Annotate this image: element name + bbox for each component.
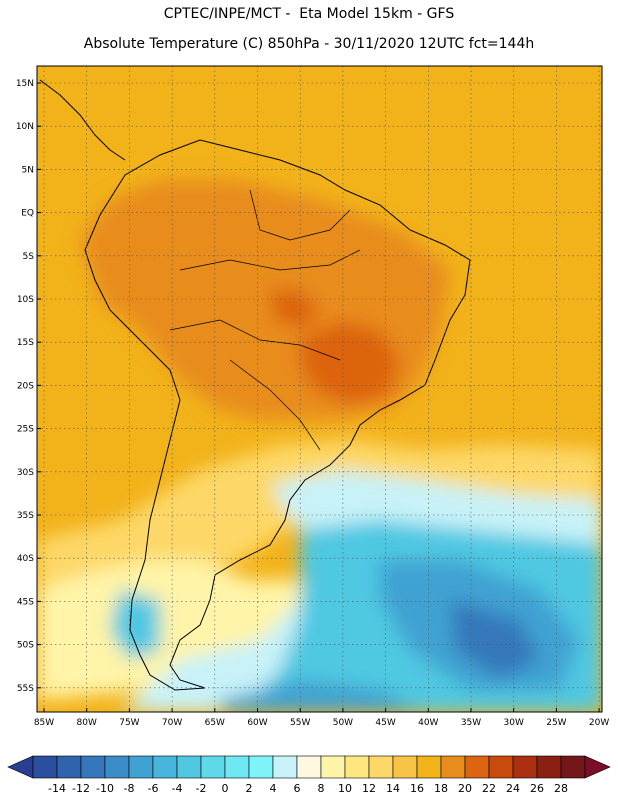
colorbar-tick-label: 6 <box>294 782 301 795</box>
colorbar-segment <box>560 755 586 779</box>
colorbar-segment <box>104 755 130 779</box>
lon-label-50w: 50W <box>333 718 353 728</box>
colorbar-segment <box>272 755 298 779</box>
colorbar-segment <box>320 755 346 779</box>
field-land-hot-core2 <box>270 290 320 330</box>
colorbar-segment <box>176 755 202 779</box>
field-colder-south <box>220 680 420 712</box>
lon-label-80w: 80W <box>77 718 97 728</box>
lat-label-10s: 10S <box>17 295 34 305</box>
colorbar-tick-label: -12 <box>72 782 90 795</box>
lon-label-30w: 30W <box>504 718 524 728</box>
lon-label-35w: 35W <box>461 718 481 728</box>
lon-label-20w: 20W <box>589 718 609 728</box>
lon-label-85w: 85W <box>34 718 54 728</box>
colorbar-segment <box>224 755 250 779</box>
colorbar-tick-label: 24 <box>506 782 520 795</box>
lat-label-5n: 5N <box>22 165 34 175</box>
map-title-line1: CPTEC/INPE/MCT - Eta Model 15km - GFS <box>163 6 455 22</box>
lon-label-70w: 70W <box>162 718 182 728</box>
amazon-border <box>179 249 361 271</box>
colorbar-tick-label: 2 <box>246 782 253 795</box>
longitude-labels: 85W 80W 75W 70W 65W 60W 55W 50W 45W 40W 35W 30W 25W 2… <box>34 708 609 728</box>
colorbar-tick-label: 8 <box>318 782 325 795</box>
lon-label-60w: 60W <box>247 718 267 728</box>
colorbar-segment <box>344 755 370 779</box>
colorbar-tick-label: -14 <box>48 782 66 795</box>
inner-border3 <box>249 189 351 241</box>
south-america-outline <box>84 139 471 691</box>
lat-label-15s: 15S <box>17 338 34 348</box>
colorbar-segment <box>56 755 82 779</box>
field-cold-west <box>110 590 160 660</box>
colorbar: -14 -12 -10 -8 -6 -4 -2 0 2 4 6 8 10 12 14 16 18 20 22 24 26… <box>7 755 611 795</box>
lat-label-50s: 50S <box>17 641 34 651</box>
colorbar-segment <box>128 755 154 779</box>
temperature-field <box>37 66 602 712</box>
lat-label-10n: 10N <box>16 122 34 132</box>
colorbar-segment <box>368 755 394 779</box>
colorbar-tick-labels: -14 -12 -10 -8 -6 -4 -2 0 2 4 6 8 10 12 14 16 18 20 22 24 26… <box>48 782 568 795</box>
colorbar-segment <box>152 755 178 779</box>
lon-label-55w: 55W <box>290 718 310 728</box>
lat-label-55s: 55S <box>17 684 34 694</box>
field-land-hot-core <box>300 320 400 405</box>
colorbar-segment <box>248 755 274 779</box>
colorbar-tick-label: 26 <box>530 782 544 795</box>
map-frame <box>36 65 603 713</box>
inner-border1 <box>169 319 341 361</box>
colorbar-tick-label: -10 <box>96 782 114 795</box>
colorbar-segment <box>416 755 442 779</box>
colorbar-tick-label: 16 <box>410 782 424 795</box>
colorbar-tick-label: 10 <box>338 782 352 795</box>
colorbar-segment <box>392 755 418 779</box>
colorbar-segment <box>200 755 226 779</box>
colorbar-segment <box>440 755 466 779</box>
colorbar-tick-label: 18 <box>434 782 448 795</box>
colorbar-tick-label: 20 <box>458 782 472 795</box>
colorbar-under-arrow <box>7 755 34 779</box>
lon-label-25w: 25W <box>546 718 566 728</box>
colorbar-tick-label: 22 <box>482 782 496 795</box>
colorbar-tick-label: 28 <box>554 782 568 795</box>
colorbar-tick-label: -2 <box>196 782 207 795</box>
central-america-outline <box>39 79 126 161</box>
colorbar-segment <box>464 755 490 779</box>
map-title-line2: Absolute Temperature (C) 850hPa - 30/11/… <box>83 36 535 52</box>
colorbar-tick-label: 0 <box>222 782 229 795</box>
colorbar-tick-label: -4 <box>172 782 183 795</box>
lat-label-45s: 45S <box>17 597 34 607</box>
colorbar-segment <box>80 755 106 779</box>
lon-label-45w: 45W <box>375 718 395 728</box>
lon-label-75w: 75W <box>119 718 139 728</box>
lat-label-25s: 25S <box>17 425 34 435</box>
lat-label-35s: 35S <box>17 511 34 521</box>
lat-label-15n: 15N <box>16 79 34 89</box>
lat-label-eq: EQ <box>21 209 34 219</box>
coastline <box>39 79 471 691</box>
colorbar-tick-label: 14 <box>386 782 400 795</box>
latitude-labels: 15N 10N 5N EQ 5S 10S 15S 20S 25S 30S 35S 40S 45S 50S 5… <box>16 79 41 694</box>
colorbar-segment <box>512 755 538 779</box>
colorbar-segment <box>32 755 58 779</box>
colorbar-segment <box>296 755 322 779</box>
colorbar-tick-label: 12 <box>362 782 376 795</box>
lat-label-40s: 40S <box>17 554 34 564</box>
field-coldest <box>450 600 540 680</box>
lon-label-40w: 40W <box>418 718 438 728</box>
inner-border2 <box>229 359 321 451</box>
lat-label-5s: 5S <box>23 252 35 262</box>
colorbar-tick-label: -8 <box>124 782 135 795</box>
colorbar-segment <box>536 755 562 779</box>
colorbar-tick-label: 4 <box>270 782 277 795</box>
lat-label-30s: 30S <box>17 468 34 478</box>
colorbar-segments <box>32 755 586 779</box>
lat-label-20s: 20S <box>17 381 34 391</box>
colorbar-segment <box>488 755 514 779</box>
lon-label-65w: 65W <box>205 718 225 728</box>
colorbar-tick-label: -6 <box>148 782 159 795</box>
colorbar-over-arrow <box>584 755 611 779</box>
